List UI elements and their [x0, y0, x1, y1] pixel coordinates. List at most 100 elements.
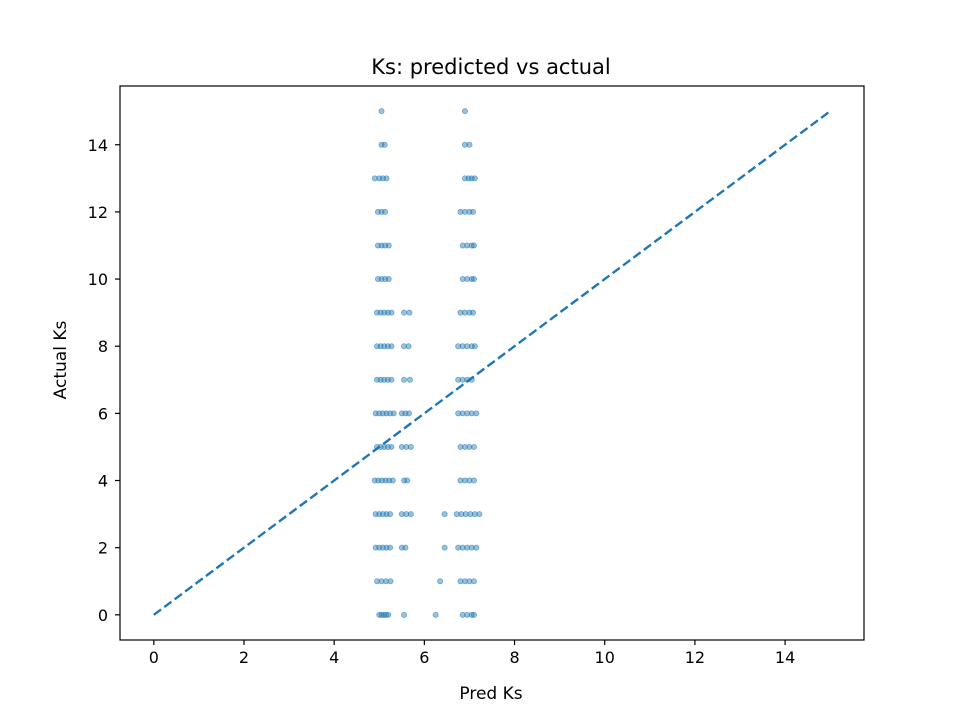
data-point [471, 343, 478, 350]
data-point [455, 544, 462, 551]
reference-line [153, 110, 831, 616]
data-point [404, 477, 411, 484]
data-point [457, 309, 464, 316]
data-point [388, 309, 395, 316]
data-point [458, 511, 465, 518]
data-point [462, 511, 469, 518]
data-point [378, 141, 385, 148]
data-point [441, 544, 448, 551]
data-point [467, 511, 474, 518]
data-point [464, 410, 471, 417]
data-point [471, 175, 478, 182]
data-point [388, 376, 395, 383]
x-tick-label: 10 [595, 648, 615, 667]
data-point [470, 242, 477, 249]
data-point [388, 443, 395, 450]
data-point [385, 611, 392, 618]
data-point [459, 242, 466, 249]
data-point [407, 511, 414, 518]
data-point [461, 477, 468, 484]
data-point [461, 108, 468, 115]
data-point [465, 175, 472, 182]
data-point [385, 242, 392, 249]
data-point [457, 443, 464, 450]
x-tick-label: 14 [775, 648, 795, 667]
data-point [459, 343, 466, 350]
data-point [459, 611, 466, 618]
data-point [432, 611, 439, 618]
chart-title: Ks: predicted vs actual [371, 55, 610, 79]
data-point [464, 544, 471, 551]
y-tick-label: 0 [98, 606, 108, 625]
data-point [401, 611, 408, 618]
data-point [457, 208, 464, 215]
data-point [390, 410, 397, 417]
data-point [464, 242, 471, 249]
data-point [455, 410, 462, 417]
data-point [383, 175, 390, 182]
data-point [473, 410, 480, 417]
data-point [464, 611, 471, 618]
y-tick-label: 4 [98, 472, 108, 491]
data-point [471, 511, 478, 518]
x-tick-label: 0 [149, 648, 159, 667]
data-point [398, 443, 405, 450]
x-axis-label: Pred Ks [459, 684, 522, 704]
data-point [457, 578, 464, 585]
data-point [406, 309, 413, 316]
y-tick-label: 6 [98, 404, 108, 423]
data-point [468, 343, 475, 350]
data-point [453, 511, 460, 518]
data-point [470, 578, 477, 585]
data-point [405, 343, 412, 350]
y-tick-label: 12 [88, 203, 108, 222]
data-point [470, 309, 477, 316]
data-point [459, 410, 466, 417]
data-point [383, 578, 390, 585]
data-point [403, 511, 410, 518]
data-point [457, 477, 464, 484]
data-point [461, 141, 468, 148]
data-point [371, 175, 378, 182]
data-point [470, 276, 477, 283]
data-point [466, 578, 473, 585]
y-tick-label: 14 [88, 136, 108, 155]
data-point [470, 477, 477, 484]
data-point [406, 410, 413, 417]
x-tick-label: 2 [239, 648, 249, 667]
data-point [403, 443, 410, 450]
data-point [389, 477, 396, 484]
data-point [387, 511, 394, 518]
data-point [398, 511, 405, 518]
data-point [470, 611, 477, 618]
data-point [407, 443, 414, 450]
y-tick-label: 8 [98, 337, 108, 356]
data-point [473, 544, 480, 551]
data-point [406, 376, 413, 383]
x-tick-label: 6 [419, 648, 429, 667]
plot-frame [119, 85, 865, 641]
data-point [459, 544, 466, 551]
data-point [455, 343, 462, 350]
x-tick-label: 8 [509, 648, 519, 667]
data-point [378, 578, 385, 585]
data-point [470, 208, 477, 215]
data-point [466, 477, 473, 484]
plot-area: 0 2 4 6 8 10 12 14 0 2 4 6 8 10 12 14 [88, 85, 865, 667]
data-point [378, 108, 385, 115]
data-point [461, 208, 468, 215]
data-point [385, 276, 392, 283]
data-point [388, 343, 395, 350]
data-point [470, 443, 477, 450]
data-point [402, 544, 409, 551]
data-point [455, 376, 462, 383]
data-point [374, 578, 381, 585]
data-point [387, 578, 394, 585]
data-point [466, 443, 473, 450]
data-point [461, 309, 468, 316]
data-point [464, 343, 471, 350]
data-point [468, 175, 475, 182]
x-tick-label: 4 [329, 648, 339, 667]
data-point [401, 343, 408, 350]
data-point [441, 511, 448, 518]
